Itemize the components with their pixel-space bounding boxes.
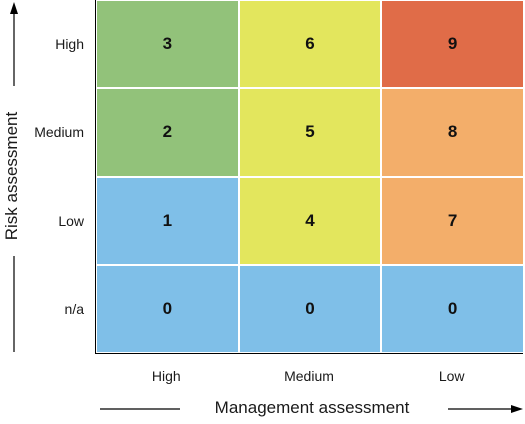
matrix-cell: 5 — [238, 88, 382, 177]
matrix-cell: 4 — [238, 176, 382, 265]
matrix-cell: 3 — [96, 0, 239, 89]
y-axis-label: High — [55, 36, 84, 53]
x-axis-title: Management assessment — [214, 398, 410, 417]
x-axis-label: Low — [438, 368, 465, 384]
matrix-cell: 6 — [238, 0, 382, 89]
matrix-cell: 1 — [96, 176, 239, 265]
matrix-cell: 7 — [381, 176, 524, 265]
y-axis-label: n/a — [64, 300, 84, 317]
matrix-cell: 0 — [238, 264, 382, 353]
matrix-cell: 2 — [96, 88, 239, 177]
y-axis-label: Low — [58, 212, 84, 229]
matrix-cell: 0 — [96, 264, 239, 353]
x-axis-label: High — [151, 368, 181, 384]
y-axis-label: Medium — [34, 124, 84, 141]
x-axis-arrowhead — [511, 405, 523, 413]
x-axis-label: Medium — [284, 368, 334, 384]
matrix-cell: 8 — [381, 88, 524, 177]
matrix-cell: 0 — [381, 264, 524, 353]
matrix-cell: 9 — [381, 0, 524, 89]
y-axis-title: Risk assessment — [2, 111, 21, 241]
y-axis-arrowhead — [10, 2, 18, 14]
